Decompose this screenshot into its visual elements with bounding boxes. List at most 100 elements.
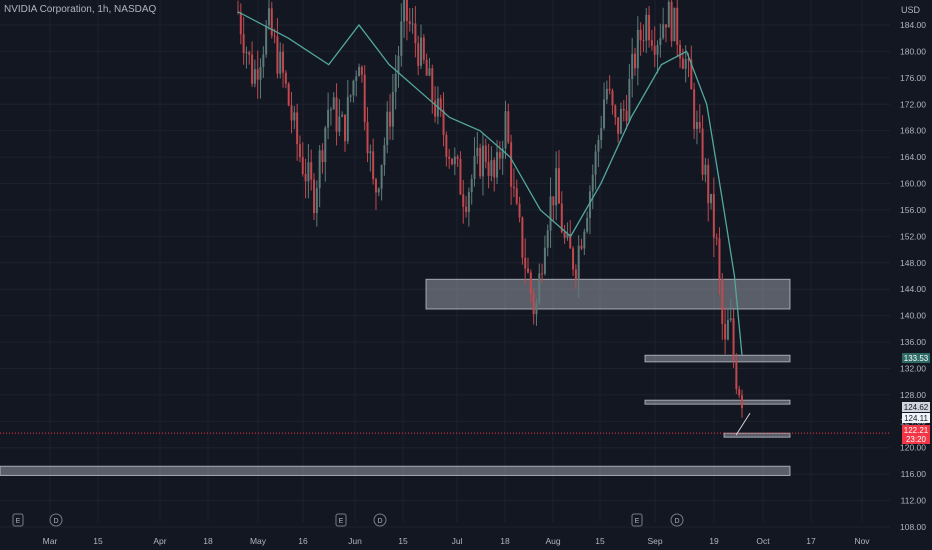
candle-body (363, 74, 366, 123)
candle-body (732, 318, 735, 361)
x-tick-label: 16 (298, 536, 308, 546)
candle-body (501, 148, 504, 159)
dividend-marker-icon[interactable] (49, 513, 63, 527)
earnings-marker-icon[interactable] (335, 513, 347, 527)
candle-body (611, 90, 614, 106)
candle-body (510, 142, 513, 187)
candle-body (555, 168, 558, 206)
y-tick-label: 144.00 (900, 284, 926, 294)
candle-body (456, 156, 459, 159)
candle-body (690, 59, 693, 90)
candle-body (543, 247, 546, 274)
x-tick-label: 18 (500, 536, 510, 546)
price-tag-plain: 124.62 (904, 403, 929, 412)
price-tag-box (902, 402, 930, 412)
earnings-marker-icon[interactable] (12, 513, 24, 527)
candle-body (645, 14, 648, 41)
candle-body (659, 37, 662, 46)
y-tick-label: 172.00 (900, 99, 926, 109)
candle-body (301, 156, 304, 175)
candle-body (327, 109, 330, 128)
candle-body (397, 55, 400, 74)
candle-body (372, 151, 375, 180)
candle-body (591, 174, 594, 192)
candle-body (251, 54, 254, 84)
candle-body (507, 111, 510, 143)
candle-body (450, 158, 453, 165)
candle-body (262, 54, 265, 67)
y-tick-label: 120.00 (900, 443, 926, 453)
candle-body (704, 164, 707, 175)
y-tick-label: 184.00 (900, 20, 926, 30)
candle-body (465, 206, 468, 213)
candle-body (532, 293, 535, 315)
x-tick-label: Mar (43, 536, 58, 546)
candle-body (695, 122, 698, 129)
candle-body (642, 40, 645, 42)
x-tick-label: Jul (452, 536, 463, 546)
candle-body (462, 194, 465, 207)
candle-body (473, 155, 476, 179)
candle-body (721, 278, 724, 324)
candle-body (693, 89, 696, 129)
y-tick-label: 148.00 (900, 258, 926, 268)
support-resistance-zone[interactable] (644, 354, 791, 363)
candle-body (394, 73, 397, 92)
candle-body (273, 35, 276, 37)
candle-body (597, 140, 600, 152)
candle-body (420, 37, 423, 66)
time-axis[interactable] (0, 530, 890, 550)
candle-body (563, 232, 566, 238)
candle-body (307, 162, 310, 182)
price-tag-box (902, 353, 930, 363)
event-marker-label: E (635, 518, 640, 525)
candle-body (256, 69, 259, 80)
dividend-marker-icon[interactable] (670, 513, 684, 527)
event-marker-label: D (53, 518, 58, 525)
support-resistance-zone[interactable] (0, 465, 791, 476)
candle-body (698, 122, 701, 129)
candle-body (588, 191, 591, 219)
candle-body (619, 108, 622, 134)
candle-body (352, 80, 355, 96)
earnings-marker-icon[interactable] (631, 513, 643, 527)
candle-body (729, 318, 732, 320)
candle-body (481, 145, 484, 177)
dividend-marker-icon[interactable] (373, 513, 387, 527)
y-tick-label: 180.00 (900, 46, 926, 56)
y-tick-label: 128.00 (900, 390, 926, 400)
candle-body (448, 156, 451, 159)
candle-body (434, 100, 437, 117)
candle-body (338, 116, 341, 132)
support-resistance-zone[interactable] (425, 278, 791, 310)
candle-body (318, 150, 321, 189)
candle-body (504, 111, 507, 149)
trend-line-drawing[interactable] (735, 412, 751, 436)
candle-body (580, 245, 583, 249)
candle-body (529, 272, 532, 294)
x-tick-label: Oct (756, 536, 770, 546)
support-resistance-zone[interactable] (723, 432, 791, 438)
candle-body (296, 112, 299, 145)
price-axis[interactable] (890, 0, 932, 550)
candle-body (411, 23, 414, 25)
support-resistance-zone[interactable] (644, 399, 791, 405)
candle-body (538, 273, 541, 303)
candle-body (572, 248, 575, 270)
y-tick-label: 136.00 (900, 337, 926, 347)
candle-body (628, 79, 631, 121)
candle-body (332, 97, 335, 110)
candle-body (442, 110, 445, 136)
candle-body (245, 52, 248, 54)
y-tick-label: 176.00 (900, 73, 926, 83)
candle-body (679, 44, 682, 59)
candle-body (560, 203, 563, 233)
candle-body (614, 105, 617, 118)
candle-body (400, 21, 403, 56)
candle-body (650, 40, 653, 46)
candle-body (726, 319, 729, 340)
candle-body (681, 58, 684, 69)
candle-body (490, 160, 493, 176)
